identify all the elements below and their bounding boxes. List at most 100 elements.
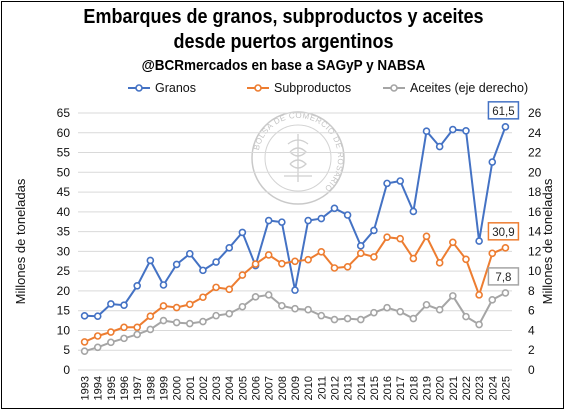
data-point-granos	[475, 237, 483, 245]
data-point-granos	[133, 281, 141, 290]
caduceus-icon	[284, 134, 312, 182]
x-tick-label: 2010	[303, 376, 315, 400]
data-point-granos	[422, 127, 431, 135]
data-point-aceites	[107, 338, 115, 347]
data-point-subproductos	[278, 259, 286, 268]
x-tick-label: 2025	[500, 376, 512, 400]
data-point-granos	[264, 216, 273, 225]
data-point-aceites	[343, 314, 352, 323]
data-point-aceites	[80, 347, 89, 356]
x-tick-label: 2003	[211, 376, 223, 400]
y2-tick-label: 0	[528, 363, 535, 377]
y-tick-label: 50	[57, 165, 71, 179]
x-tick-label: 2024	[487, 376, 499, 400]
series-line-aceites	[84, 292, 506, 353]
last-value-label-granos: 61,5	[492, 106, 514, 118]
data-point-aceites	[251, 293, 260, 301]
data-point-subproductos	[80, 338, 89, 346]
data-point-aceites	[278, 301, 286, 310]
data-point-granos	[212, 258, 220, 266]
x-tick-label: 2006	[251, 376, 263, 400]
x-tick-label: 2009	[290, 376, 302, 400]
data-point-granos	[93, 312, 102, 321]
data-point-subproductos	[107, 328, 115, 336]
x-tick-label: 2012	[329, 376, 341, 400]
last-value-label-aceites: 7,8	[495, 272, 511, 284]
data-point-granos	[501, 123, 510, 131]
data-point-granos	[172, 260, 181, 269]
data-point-aceites	[409, 314, 418, 323]
legend-marker-aceites	[390, 84, 398, 92]
x-tick-label: 2011	[316, 376, 328, 400]
data-point-aceites	[146, 325, 155, 334]
y2-tick-label: 6	[528, 304, 535, 318]
data-point-subproductos	[291, 257, 299, 266]
x-tick-label: 2001	[185, 376, 197, 400]
x-tick-label: 2015	[369, 376, 381, 400]
data-point-aceites	[133, 330, 141, 339]
data-labels: 61,5 30,9 7,8	[487, 101, 520, 286]
y2-tick-label: 22	[528, 146, 542, 160]
data-point-aceites	[356, 315, 365, 324]
data-point-subproductos	[159, 302, 168, 310]
data-point-aceites	[185, 319, 194, 328]
series-lines	[80, 123, 510, 356]
data-point-aceites	[159, 316, 168, 325]
last-value-box-subproductos	[487, 222, 520, 241]
data-point-granos	[435, 142, 444, 151]
data-point-aceites	[304, 305, 312, 314]
data-point-subproductos	[251, 260, 260, 268]
y2-tick-label: 16	[528, 205, 542, 219]
data-point-granos	[370, 226, 378, 235]
data-point-granos	[396, 177, 405, 185]
x-tick-label: 2023	[474, 376, 486, 400]
data-point-subproductos	[488, 249, 497, 258]
seal-outer-ring	[251, 111, 345, 205]
legend: Granos Subproductos Aceites (eje derecho)	[128, 81, 528, 95]
data-point-granos	[278, 218, 286, 226]
y2-tick-label: 20	[528, 165, 542, 179]
y-tick-label: 60	[57, 126, 71, 140]
y2-tick-label: 14	[528, 225, 542, 239]
chart-title-line1: Embarques de granos, subproductos y acei…	[83, 6, 484, 28]
last-value-box-aceites	[487, 267, 520, 286]
data-point-granos	[330, 204, 339, 213]
legend-label-granos: Granos	[155, 81, 196, 95]
data-point-aceites	[212, 311, 220, 320]
x-tick-label: 2021	[448, 376, 460, 400]
data-point-subproductos	[93, 332, 102, 340]
data-point-granos	[304, 216, 312, 225]
y2-tick-label: 2	[528, 343, 535, 357]
data-point-aceites	[264, 291, 273, 299]
data-point-aceites	[501, 289, 510, 297]
y2-tick-label: 4	[528, 323, 535, 337]
data-point-subproductos	[422, 232, 431, 241]
data-point-aceites	[225, 309, 234, 318]
y-tick-label: 30	[57, 244, 71, 258]
x-tick-label: 1993	[80, 376, 92, 400]
data-point-subproductos	[225, 285, 234, 294]
data-point-subproductos	[409, 254, 418, 263]
x-tick-label: 2014	[356, 376, 368, 400]
data-point-aceites	[172, 318, 181, 327]
y-tick-label: 25	[57, 264, 71, 278]
data-point-subproductos	[330, 264, 339, 272]
y2-axis-title: Millones de toneladas	[540, 178, 555, 304]
y-tick-label: 5	[63, 343, 70, 357]
data-point-aceites	[396, 307, 405, 316]
legend-marker-subproductos	[254, 84, 262, 92]
x-tick-label: 1997	[132, 376, 144, 400]
data-point-subproductos	[120, 323, 128, 332]
x-tick-label: 2018	[408, 376, 420, 400]
data-point-subproductos	[501, 244, 510, 252]
data-point-granos	[185, 249, 194, 258]
x-tick-label: 1999	[158, 376, 170, 400]
y-axis-title: Millones de toneladas	[13, 178, 28, 304]
data-point-granos	[383, 179, 391, 188]
x-tick-label: 1996	[119, 376, 131, 400]
data-point-aceites	[317, 311, 326, 320]
data-point-aceites	[330, 315, 339, 324]
data-point-granos	[356, 242, 365, 250]
x-tick-label: 2004	[224, 376, 236, 400]
